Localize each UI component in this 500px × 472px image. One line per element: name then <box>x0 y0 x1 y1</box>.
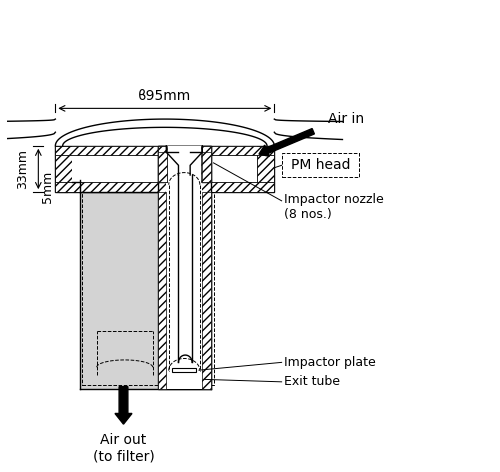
Text: 5mm: 5mm <box>41 171 54 203</box>
FancyArrow shape <box>259 128 314 156</box>
Bar <box>158 146 211 182</box>
Bar <box>82 192 214 385</box>
Bar <box>158 146 168 182</box>
Text: Impactor plate: Impactor plate <box>284 356 376 369</box>
Text: 33mm: 33mm <box>16 149 30 189</box>
Bar <box>258 146 274 192</box>
Bar <box>56 146 72 192</box>
Bar <box>72 146 258 182</box>
Text: Air out
(to filter): Air out (to filter) <box>92 433 154 463</box>
Bar <box>166 146 202 389</box>
FancyArrow shape <box>115 387 132 424</box>
Bar <box>56 182 274 192</box>
Bar <box>80 180 211 389</box>
Bar <box>56 146 274 155</box>
Bar <box>158 192 166 389</box>
Text: Exit tube: Exit tube <box>284 375 340 388</box>
Bar <box>202 146 211 182</box>
Bar <box>202 192 211 389</box>
Bar <box>202 152 211 182</box>
Bar <box>158 146 211 389</box>
Text: Air in: Air in <box>328 112 364 126</box>
Bar <box>158 152 167 182</box>
Text: PM head: PM head <box>291 158 350 172</box>
Bar <box>172 368 197 372</box>
Text: Impactor nozzle
(8 nos.): Impactor nozzle (8 nos.) <box>284 193 384 221</box>
Bar <box>56 146 274 192</box>
Bar <box>282 153 360 177</box>
Text: ϐ95mm: ϐ95mm <box>138 89 192 102</box>
